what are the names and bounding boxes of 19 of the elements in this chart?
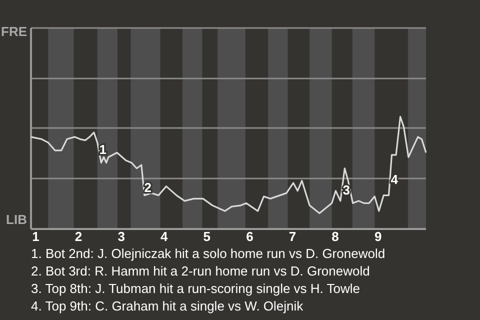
x-tick-label: 7	[288, 229, 296, 244]
x-tick-label: 4	[160, 229, 168, 244]
annotation: 4	[390, 172, 399, 188]
text: 1. Bot 2nd: J. Olejniczak hit a solo home run vs D. Gronewold	[31, 246, 386, 261]
text: 4. Top 9th: C. Graham hit a single vs W. Olejnik	[31, 298, 304, 314]
annotation: 1	[99, 142, 107, 157]
text: 2. Bot 3rd: R. Hamm hit a 2-run home run vs D. Gronewold	[31, 264, 370, 278]
annotation: 2	[144, 180, 152, 196]
text: 3. Top 8th: J. Tubman hit a run-scoring single vs H. Towle	[31, 281, 360, 296]
x-tick-label: 6	[246, 229, 254, 244]
text: LIB	[6, 212, 27, 227]
annotation: 3	[342, 182, 350, 198]
x-tick-label: 5	[203, 229, 211, 244]
x-tick-label: 1	[32, 229, 40, 244]
x-tick-label: 2	[74, 229, 82, 244]
text: FRE	[1, 24, 28, 39]
x-tick-label: 8	[332, 229, 339, 244]
x-tick-label: 9	[374, 229, 382, 244]
x-tick-label: 3	[118, 229, 125, 244]
